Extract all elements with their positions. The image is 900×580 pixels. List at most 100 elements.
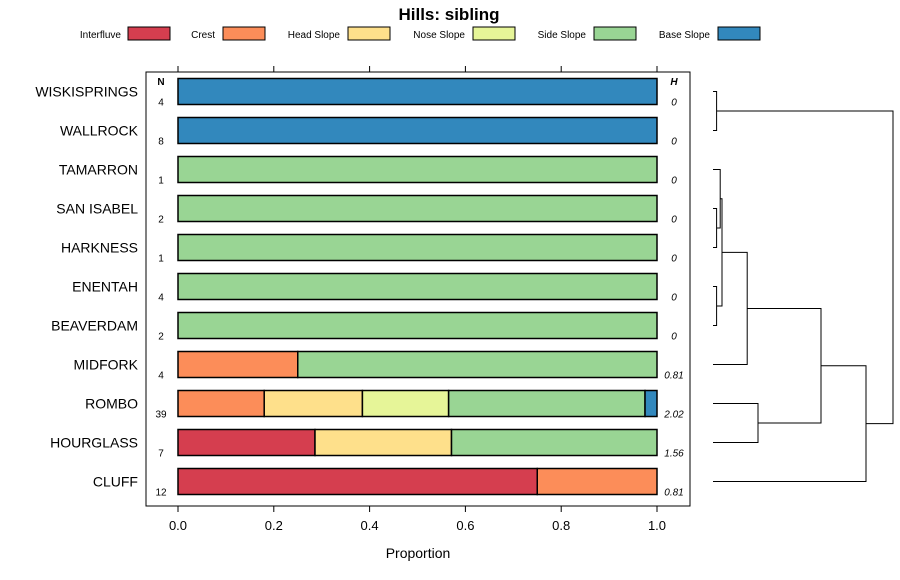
legend-swatch-base-slope [717, 26, 761, 41]
bar-segment-crest [177, 350, 299, 379]
top-axis-ticks [177, 66, 658, 72]
row-label: MIDFORK [73, 357, 138, 373]
dendrogram-branch-6 [713, 403, 759, 443]
legend-label-nose-slope: Nose Slope [413, 30, 465, 41]
row-n-value: 7 [158, 449, 164, 460]
bar-segment-side-slope [177, 233, 658, 262]
row-h-value: 0 [671, 215, 677, 226]
bar-segment-side-slope [177, 272, 658, 301]
dendrogram-branch-8 [713, 365, 867, 482]
row-beaverdam: BEAVERDAM 2 0 [51, 311, 677, 343]
row-tamarron: TAMARRON 1 0 [59, 155, 677, 187]
row-hourglass: HOURGLASS 7 1.56 [50, 428, 684, 460]
row-n-value: 39 [155, 410, 167, 421]
bar-segment-crest [177, 389, 265, 418]
bar-segment-side-slope [450, 428, 658, 457]
row-h-value: 2.02 [663, 410, 684, 421]
bar-segment-side-slope [447, 389, 646, 418]
row-label: WISKISPRINGS [35, 84, 138, 100]
row-label: WALLROCK [60, 123, 139, 139]
legend-label-interfluve: Interfluve [80, 30, 122, 41]
row-label: CLUFF [93, 474, 138, 490]
row-h-value: 0 [671, 176, 677, 187]
legend-label-crest: Crest [191, 30, 215, 41]
row-midfork: MIDFORK 4 0.81 [73, 350, 684, 382]
row-label: TAMARRON [59, 162, 138, 178]
row-n-value: 4 [158, 293, 164, 304]
legend-swatch-head-slope [347, 26, 391, 41]
bar-segment-interfluve [177, 467, 538, 496]
bar-segment-crest [536, 467, 658, 496]
x-axis-label: Proportion [386, 545, 451, 561]
row-n-value: 1 [158, 254, 164, 265]
x-tick-label-4: 0.8 [552, 518, 570, 533]
bar-segment-base-slope [644, 389, 658, 418]
row-wallrock: WALLROCK 8 0 [60, 116, 677, 148]
bar-segment-side-slope [297, 350, 658, 379]
row-n-value: 8 [158, 137, 164, 148]
row-n-value: 4 [158, 371, 164, 382]
x-tick-label-2: 0.4 [361, 518, 379, 533]
legend-label-base-slope: Base Slope [659, 30, 711, 41]
row-label: HOURGLASS [50, 435, 138, 451]
row-h-value: 0.81 [664, 488, 683, 499]
row-label: ENENTAH [72, 279, 138, 295]
row-h-value: 0 [671, 293, 677, 304]
legend-swatch-nose-slope [472, 26, 516, 41]
row-n-value: 1 [158, 176, 164, 187]
row-cluff: CLUFF 12 0.81 [93, 467, 684, 499]
row-n-value: 2 [158, 215, 164, 226]
row-h-value: 0 [671, 254, 677, 265]
dendrogram-branch-5 [713, 251, 748, 365]
legend-swatch-interfluve [127, 26, 171, 41]
row-h-value: 0 [671, 332, 677, 343]
row-h-value: 0.81 [664, 371, 683, 382]
dendrogram [713, 91, 894, 482]
row-h-value: 1.56 [664, 449, 684, 460]
n-header: N [157, 77, 164, 88]
bar-segment-side-slope [177, 311, 658, 340]
legend-label-side-slope: Side Slope [538, 30, 587, 41]
bottom-axis: 0.0 0.2 0.4 0.6 0.8 1.0 [169, 506, 666, 533]
x-tick-label-5: 1.0 [648, 518, 666, 533]
legend-swatch-crest [222, 26, 266, 41]
bar-segment-nose-slope [361, 389, 450, 418]
row-label: HARKNESS [61, 240, 138, 256]
row-n-value: 2 [158, 332, 164, 343]
row-label: SAN ISABEL [56, 201, 138, 217]
row-enentah: ENENTAH 4 0 [72, 272, 677, 304]
bar-segment-side-slope [177, 155, 658, 184]
row-label: ROMBO [85, 396, 138, 412]
row-san-isabel: SAN ISABEL 2 0 [56, 194, 677, 226]
row-label: BEAVERDAM [51, 318, 138, 334]
bar-segment-interfluve [177, 428, 316, 457]
row-h-value: 0 [671, 137, 677, 148]
bar-segment-head-slope [314, 428, 453, 457]
bar-segment-head-slope [263, 389, 364, 418]
dendrogram-branch-0 [713, 91, 718, 131]
row-h-value: 0 [671, 98, 677, 109]
row-n-value: 4 [158, 98, 164, 109]
bar-segment-base-slope [177, 116, 658, 145]
row-wiskisprings: WISKISPRINGS 4 0 [35, 77, 677, 109]
chart-title: Hills: sibling [398, 5, 499, 24]
row-n-value: 12 [155, 488, 167, 499]
dendrogram-branch-1 [713, 208, 718, 248]
dendrogram-branch-9 [716, 110, 894, 425]
legend-label-head-slope: Head Slope [288, 30, 341, 41]
x-tick-label-0: 0.0 [169, 518, 187, 533]
h-header: H [670, 77, 678, 88]
bar-segment-base-slope [177, 77, 658, 106]
legend-swatch-side-slope [593, 26, 637, 41]
row-rombo: ROMBO 39 2.02 [85, 389, 684, 421]
bar-segment-side-slope [177, 194, 658, 223]
dendrogram-branch-4 [716, 198, 723, 307]
legend: Interfluve Crest Head Slope Nose Slope Side … [80, 26, 761, 41]
row-harkness: HARKNESS 1 0 [61, 233, 677, 265]
dendrogram-branch-2 [713, 286, 718, 326]
plot-frame [145, 71, 691, 507]
x-tick-label-3: 0.6 [456, 518, 474, 533]
x-tick-label-1: 0.2 [265, 518, 283, 533]
